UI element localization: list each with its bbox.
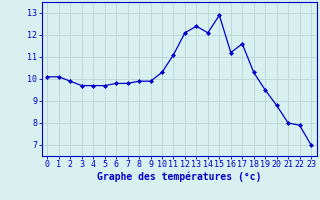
X-axis label: Graphe des températures (°c): Graphe des températures (°c) — [97, 172, 261, 182]
